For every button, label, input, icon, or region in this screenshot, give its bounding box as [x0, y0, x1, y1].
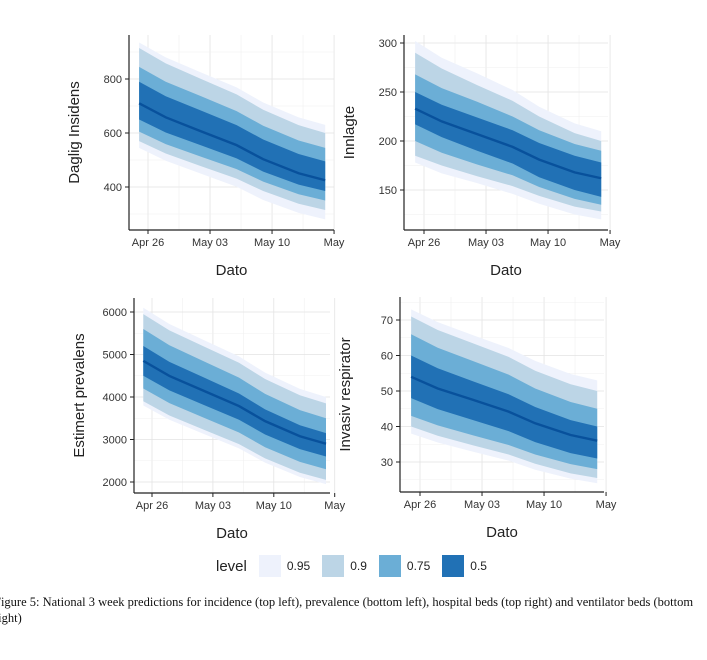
x-tick-label: May 03	[464, 499, 500, 511]
x-tick-label: May 10	[254, 237, 290, 249]
y-tick-label: 600	[104, 128, 122, 140]
x-tick-label: May	[324, 500, 345, 512]
figure-panels: 400 600 800 Apr 26 May 03 May 10 May Dato Daglig…	[66, 35, 621, 542]
median-line	[142, 359, 327, 445]
x-axis-title: Dato	[490, 262, 522, 279]
y-axis-title: Estimert prevalens	[71, 333, 88, 457]
y-tick-label: 800	[104, 74, 122, 86]
x-tick-label: May	[600, 237, 621, 249]
x-tick-label: May 10	[526, 499, 562, 511]
x-tick-label: May	[324, 237, 345, 249]
band-0.5	[139, 81, 326, 192]
x-tick-label: May 03	[195, 500, 231, 512]
x-tick-label: Apr 26	[408, 237, 440, 249]
x-tick-label: May 10	[256, 500, 292, 512]
y-axis-title: Daglig Insidens	[66, 81, 83, 184]
x-tick-label: Apr 26	[404, 499, 436, 511]
x-tick-label: May 10	[530, 237, 566, 249]
legend-title: level	[216, 557, 247, 575]
median-line	[414, 107, 602, 180]
y-axis-title: Invasiv respirator	[337, 337, 354, 451]
y-tick-label: 40	[381, 422, 393, 434]
y-tick-label: 70	[381, 315, 393, 327]
y-tick-label: 250	[379, 87, 397, 99]
y-tick-label: 6000	[103, 307, 127, 319]
median-line	[410, 375, 598, 442]
legend: level 0.95 0.9 0.75 0.5	[216, 555, 499, 577]
band-0.5	[411, 355, 598, 459]
x-tick-label: May	[596, 499, 617, 511]
legend-label: 0.95	[286, 559, 311, 573]
y-tick-label: 3000	[103, 435, 127, 447]
y-tick-label: 50	[381, 386, 393, 398]
legend-label: 0.75	[406, 559, 431, 573]
x-tick-label: May 03	[192, 237, 228, 249]
y-tick-label: 60	[381, 351, 393, 363]
y-tick-label: 150	[379, 185, 397, 197]
legend-label: 0.5	[470, 559, 487, 573]
y-tick-label: 2000	[103, 477, 127, 489]
y-tick-label: 4000	[103, 392, 127, 404]
x-tick-label: Apr 26	[132, 237, 164, 249]
y-tick-label: 200	[379, 136, 397, 148]
y-tick-label: 30	[381, 457, 393, 469]
legend-swatch-0.95	[258, 555, 281, 577]
x-axis-title: Dato	[216, 525, 248, 542]
y-tick-label: 400	[104, 182, 122, 194]
x-tick-label: May 03	[468, 237, 504, 249]
x-tick-label: Apr 26	[136, 500, 168, 512]
x-axis-title: Dato	[216, 262, 248, 279]
legend-label: 0.9	[350, 559, 367, 573]
x-axis-title: Dato	[486, 524, 518, 541]
legend-swatch-0.75	[378, 555, 401, 577]
legend-swatch-0.9	[322, 555, 345, 577]
figure-caption: Figure 5: National 3 week predictions fo…	[0, 595, 694, 625]
y-tick-label: 5000	[103, 350, 127, 362]
y-tick-label: 300	[379, 38, 397, 50]
legend-swatch-0.5	[442, 555, 465, 577]
y-axis-title: Innlagte	[341, 106, 358, 159]
median-line	[138, 102, 326, 182]
